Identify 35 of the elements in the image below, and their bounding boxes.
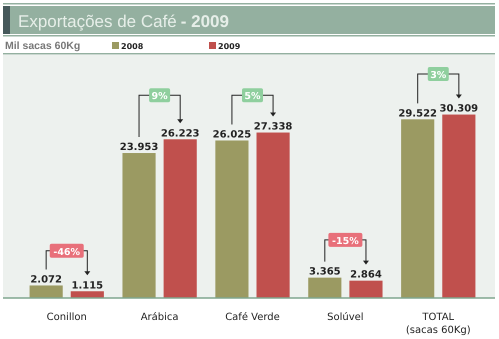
- data-label: 2.072: [30, 274, 62, 286]
- data-label: 23.953: [120, 142, 158, 154]
- bar: [70, 291, 104, 298]
- annotation: -15%: [332, 236, 360, 247]
- x-tick-label: Café Verde: [225, 312, 280, 323]
- bar: [122, 153, 156, 298]
- legend-label: 2008: [121, 42, 144, 51]
- bar: [349, 280, 383, 298]
- data-label: 2.864: [350, 270, 382, 281]
- x-tick-label: Conillon: [46, 312, 87, 323]
- data-label: 27.338: [254, 122, 292, 133]
- bar: [256, 132, 290, 298]
- data-label: 29.522: [398, 108, 438, 120]
- annotation: 3%: [430, 70, 447, 82]
- data-label: 26.223: [160, 128, 200, 140]
- x-tick-label: TOTAL (sacas 60Kg): [406, 312, 471, 336]
- legend-label: 2009: [218, 42, 241, 51]
- chart-title: Exportações de Café: [18, 12, 177, 31]
- chart-subtitle: - 2009: [180, 12, 229, 31]
- data-label: 26.025: [212, 129, 252, 140]
- bar: [30, 285, 63, 298]
- annotation: 9%: [152, 91, 168, 102]
- x-tick-label: Solúvel: [327, 312, 364, 323]
- x-tick-label: Arábica: [140, 312, 179, 323]
- annotation: 5%: [244, 91, 262, 102]
- data-label: 3.365: [308, 266, 341, 278]
- y-axis-title: Mil sacas 60Kg: [5, 40, 80, 52]
- bar: [164, 139, 197, 298]
- bar: [442, 114, 476, 298]
- bar: [401, 119, 434, 298]
- data-label: 1.115: [71, 280, 104, 292]
- bar: [215, 140, 248, 298]
- data-label: 30.309: [440, 104, 478, 115]
- annotation: -46%: [53, 246, 81, 258]
- bar: [308, 278, 342, 298]
